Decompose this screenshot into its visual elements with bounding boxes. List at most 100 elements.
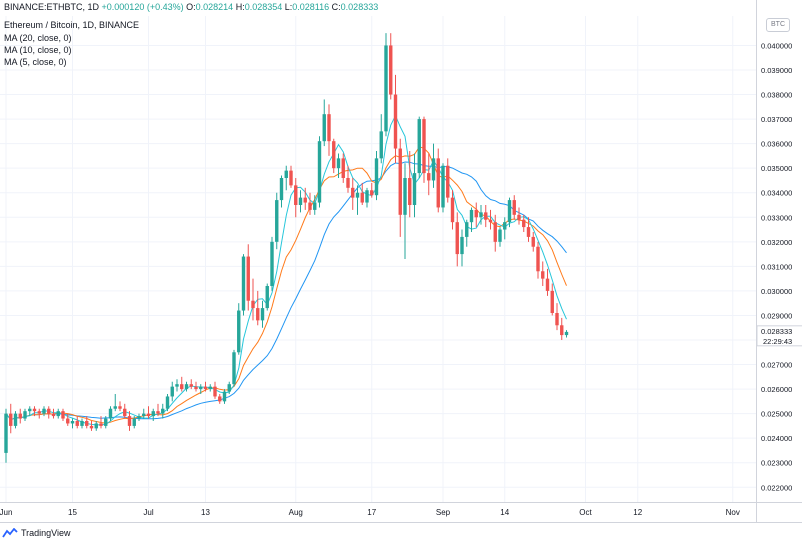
y-tick-label: 0.034000: [761, 189, 792, 198]
last-price-label: 0.028333: [761, 327, 792, 336]
candle-body: [545, 278, 550, 291]
candle-body: [536, 246, 540, 272]
candle-body: [237, 310, 241, 353]
x-tick-label: 12: [633, 508, 642, 517]
candle-body: [317, 141, 322, 203]
candle-body: [298, 197, 303, 205]
candle-body: [474, 209, 478, 218]
candle-body: [9, 413, 13, 426]
candle-body: [227, 384, 231, 392]
close-value: 0.028333: [340, 2, 379, 12]
change-value: +0.000120 (+0.43%): [101, 2, 184, 12]
candle-body: [412, 173, 417, 205]
candle-body: [455, 222, 459, 255]
y-tick-label: 0.030000: [761, 287, 792, 296]
tradingview-logo-icon: [2, 528, 18, 538]
y-tick-label: 0.037000: [761, 115, 792, 124]
high-value: 0.028354: [244, 2, 283, 12]
study-ma5-label[interactable]: MA (5, close, 0): [4, 57, 67, 67]
low-key: L:: [284, 2, 293, 12]
candle-body: [308, 202, 312, 210]
tradingview-brand[interactable]: TradingView: [2, 526, 71, 540]
y-tick-label: 0.033000: [761, 213, 792, 222]
candle-body: [66, 418, 70, 424]
candle-body: [127, 416, 132, 426]
candle-body: [484, 212, 488, 220]
candle-body: [151, 411, 155, 417]
x-tick-label: Oct: [579, 508, 592, 517]
y-tick-label: 0.038000: [761, 91, 792, 100]
candle-body: [246, 256, 250, 301]
candle-body: [70, 421, 75, 424]
currency-badge[interactable]: BTC: [766, 18, 790, 32]
candle-body: [431, 158, 436, 181]
study-ma10-label[interactable]: MA (10, close, 0): [4, 45, 72, 55]
candle-body: [270, 241, 274, 286]
candle-body: [289, 170, 293, 186]
candle-body: [104, 418, 108, 426]
candle-body: [37, 411, 41, 414]
candle-body: [56, 411, 60, 417]
candle-body: [180, 384, 184, 390]
candle-body: [42, 408, 46, 414]
candle-body: [360, 192, 364, 203]
candle-body: [232, 352, 236, 385]
candle-body: [108, 408, 113, 419]
candle-body: [479, 212, 483, 218]
candle-body: [47, 408, 51, 414]
candle-body: [408, 178, 412, 205]
y-tick-label: 0.025000: [761, 410, 792, 419]
candle-body: [137, 416, 141, 419]
candle-body: [517, 214, 521, 220]
candle-body: [194, 386, 198, 390]
candle-body: [175, 384, 179, 387]
candle-body: [80, 421, 84, 426]
y-tick-label: 0.040000: [761, 41, 792, 50]
candle-body: [284, 170, 288, 178]
study-ma20-label[interactable]: MA (20, close, 0): [4, 33, 72, 43]
candle-body: [522, 219, 526, 228]
candle-body: [384, 45, 388, 132]
candle-body: [260, 308, 265, 321]
candle-body: [393, 94, 398, 149]
x-tick-label: Jun: [0, 508, 12, 517]
candle-body: [374, 158, 379, 196]
y-tick-label: 0.029000: [761, 311, 792, 320]
x-tick-label: 15: [68, 508, 77, 517]
candle-body: [503, 222, 507, 230]
candle-body: [398, 148, 402, 215]
x-tick-label: 14: [500, 508, 509, 517]
candle-body: [389, 45, 393, 95]
candle-body: [251, 300, 255, 309]
candle-body: [165, 396, 170, 409]
candle-body: [512, 200, 516, 215]
candle-body: [256, 308, 260, 321]
candle-body: [322, 114, 326, 142]
x-tick-label: Sep: [436, 508, 451, 517]
candle-body: [488, 219, 493, 223]
ma-line-20: [5, 161, 567, 421]
y-tick-label: 0.024000: [761, 434, 792, 443]
candle-body: [526, 227, 531, 237]
candle-body: [336, 158, 341, 169]
candle-body: [85, 421, 89, 426]
candle-body: [469, 209, 474, 223]
symbol-label: BINANCE:ETHBTC, 1D: [4, 2, 100, 12]
candle-body: [89, 425, 94, 429]
countdown-label: 22:29:43: [763, 337, 792, 346]
candle-body: [379, 131, 383, 159]
low-value: 0.028116: [292, 2, 330, 12]
candle-body: [446, 165, 450, 198]
candle-body: [199, 386, 203, 390]
candle-body: [427, 173, 431, 181]
candle-body: [436, 158, 440, 208]
candle-body: [403, 178, 407, 215]
y-tick-label: 0.023000: [761, 459, 792, 468]
candle-body: [51, 413, 56, 417]
y-tick-label: 0.039000: [761, 66, 792, 75]
candle-body: [208, 386, 212, 390]
open-key: O:: [186, 2, 196, 12]
candle-body: [450, 197, 455, 223]
candle-body: [132, 418, 136, 426]
